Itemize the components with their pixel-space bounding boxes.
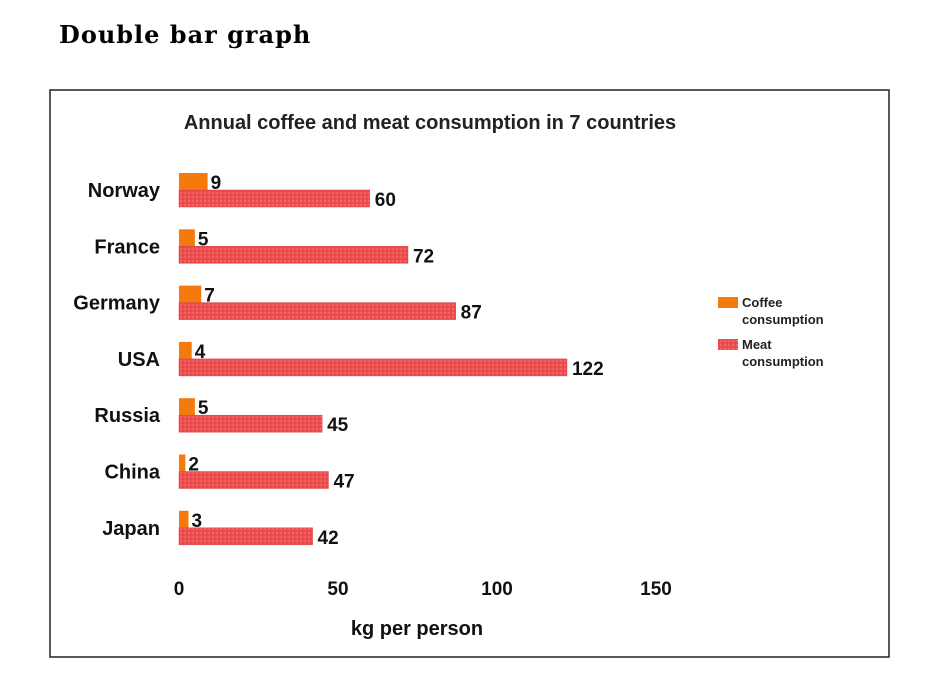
chart-title: Annual coffee and meat consumption in 7 … [184,112,676,134]
coffee-value-label: 4 [195,342,206,363]
legend-label: Coffee [742,295,782,310]
coffee-value-label: 5 [198,398,209,419]
meat-value-label: 60 [375,190,396,211]
coffee-value-label: 5 [198,229,209,250]
meat-value-label: 47 [333,472,354,493]
coffee-bar [179,454,186,472]
x-tick-label: 0 [174,579,185,600]
legend-label: consumption [742,354,824,369]
x-axis-label: kg per person [351,618,483,640]
coffee-bar [179,173,208,190]
legend-swatch [718,297,738,308]
meat-bar [178,527,313,546]
meat-bar [178,189,371,208]
meat-value-label: 72 [413,246,434,267]
legend-label: consumption [742,312,824,327]
coffee-bar [179,341,192,359]
category-label: France [94,236,160,258]
category-label: Japan [102,518,160,540]
coffee-bar [179,398,195,416]
category-label: China [104,462,160,484]
category-label: USA [118,349,160,371]
coffee-bar [179,285,202,303]
meat-value-label: 45 [327,415,349,436]
meat-value-label: 42 [318,528,339,549]
x-tick-label: 100 [481,579,513,600]
x-tick-label: 50 [327,579,348,600]
legend-label: Meat [742,337,772,352]
x-tick-label: 150 [640,579,672,600]
category-label: Russia [94,405,160,427]
meat-bar [178,358,568,377]
meat-bar [178,246,409,264]
page-heading: Double bar graph [59,20,312,49]
coffee-value-label: 3 [192,511,203,532]
meat-value-label: 122 [572,359,604,380]
meat-bar [178,471,329,489]
category-label: Norway [88,180,161,202]
coffee-bar [179,229,195,247]
category-label: Germany [73,293,161,315]
coffee-bar [179,510,189,528]
coffee-value-label: 9 [211,173,222,194]
meat-bar [178,414,323,433]
coffee-value-label: 2 [188,455,199,476]
coffee-value-label: 7 [204,286,215,307]
legend: Coffee consumption Meat consumption [718,295,824,369]
meat-bar [178,302,456,320]
meat-value-label: 87 [461,303,482,324]
legend-swatch [718,339,738,350]
